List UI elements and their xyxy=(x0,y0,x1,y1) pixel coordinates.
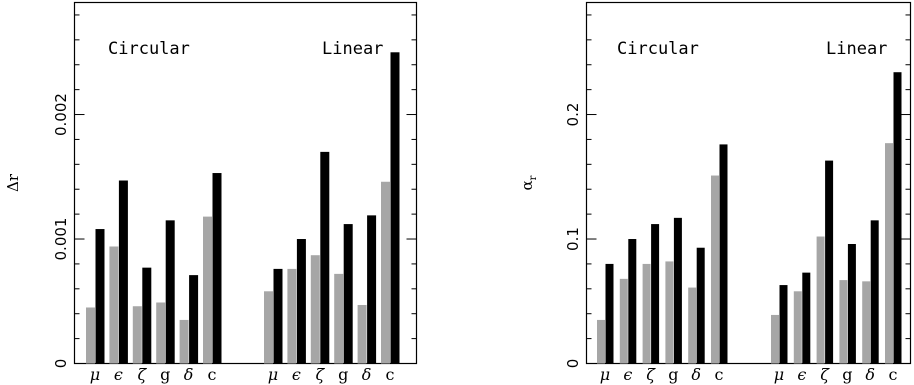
category-label: δ xyxy=(865,365,875,384)
bar-black xyxy=(696,247,705,364)
category-label: g xyxy=(338,365,348,384)
bar-gray xyxy=(310,255,320,364)
bar-gray xyxy=(357,304,367,364)
category-label: ζ xyxy=(137,365,147,384)
group-label-circular: Circular xyxy=(617,39,699,59)
bar-gray xyxy=(264,291,273,364)
category-label: ζ xyxy=(646,365,656,384)
category-label: g xyxy=(160,365,170,384)
bar-gray xyxy=(132,306,142,364)
plot-frame xyxy=(73,1,418,365)
bar-black xyxy=(651,224,660,364)
category-label: μ xyxy=(268,365,278,384)
bar-gray xyxy=(862,281,871,364)
bar-black xyxy=(628,239,637,364)
bar-gray xyxy=(711,175,719,364)
bar-black xyxy=(273,268,283,364)
category-label: ζ xyxy=(315,365,325,384)
bar-gray xyxy=(334,273,344,364)
y-axis-label-sub: r xyxy=(528,175,539,180)
bars xyxy=(597,72,902,364)
bar-gray xyxy=(642,263,651,364)
category-label: c xyxy=(715,365,724,384)
category-label: ϵ xyxy=(623,365,632,384)
y-tick-label: 0.001 xyxy=(52,218,70,261)
category-label: ϵ xyxy=(292,365,301,384)
bar-gray xyxy=(156,302,166,364)
y-axis-label-main: α xyxy=(518,180,536,190)
category-label: μ xyxy=(90,365,100,384)
bar-black xyxy=(779,285,788,364)
bar-gray xyxy=(665,261,674,364)
bar-gray xyxy=(816,236,825,364)
bar-gray xyxy=(203,216,212,364)
bar-black xyxy=(95,229,105,364)
bar-gray xyxy=(793,291,802,364)
bar-black xyxy=(189,275,199,364)
category-label: g xyxy=(842,365,852,384)
bar-black xyxy=(893,72,902,364)
bar-black xyxy=(605,263,614,364)
category-label: δ xyxy=(362,365,372,384)
bar-gray xyxy=(839,280,848,364)
bar-black xyxy=(390,52,400,364)
group-label-circular: Circular xyxy=(108,39,190,59)
bar-gray xyxy=(619,278,628,364)
bar-black xyxy=(343,224,353,364)
bar-gray xyxy=(688,287,697,364)
bar-gray xyxy=(86,307,95,364)
bar-black xyxy=(802,272,811,364)
bar-black xyxy=(825,160,834,364)
category-label: δ xyxy=(691,365,701,384)
bar-black xyxy=(118,180,128,364)
bar-black xyxy=(367,215,377,364)
bar-gray xyxy=(771,314,779,364)
category-label: g xyxy=(668,365,678,384)
bar-black xyxy=(165,220,175,364)
y-tick-label: 0 xyxy=(52,359,70,369)
plot-frame xyxy=(585,1,912,365)
category-label: c xyxy=(208,365,217,384)
bar-black xyxy=(320,151,330,364)
bar-black xyxy=(870,220,879,364)
bar-gray xyxy=(109,246,119,364)
category-label: μ xyxy=(600,365,610,384)
bar-black xyxy=(142,267,152,364)
group-label-linear: Linear xyxy=(322,39,383,59)
y-tick-label: 0.1 xyxy=(564,227,582,251)
category-label: ϵ xyxy=(797,365,806,384)
y-ticks: 0 0.1 0.2 xyxy=(564,14,911,369)
bar-gray xyxy=(381,181,390,364)
y-tick-label: 0.2 xyxy=(564,103,582,127)
y-axis-label: αr xyxy=(518,175,539,190)
category-label: c xyxy=(386,365,395,384)
category-label: δ xyxy=(184,365,194,384)
y-tick-label: 0 xyxy=(564,359,582,369)
category-label: ζ xyxy=(820,365,830,384)
bar-black xyxy=(719,144,728,364)
y-axis-label: Δr xyxy=(4,173,22,192)
group-label-linear: Linear xyxy=(826,39,887,59)
category-label: μ xyxy=(774,365,784,384)
bar-black xyxy=(212,173,222,364)
y-tick-label: 0.002 xyxy=(52,93,70,136)
bar-black xyxy=(296,239,306,364)
bar-black xyxy=(847,243,856,364)
svg-text:αr: αr xyxy=(518,175,539,190)
bar-gray xyxy=(179,319,189,364)
y-ticks: 0 0.001 0.002 xyxy=(52,14,417,369)
bar-gray xyxy=(597,319,605,364)
bar-gray xyxy=(287,268,297,364)
bar-gray xyxy=(885,143,893,364)
category-label: c xyxy=(889,365,898,384)
bar-black xyxy=(673,217,682,364)
category-label: ϵ xyxy=(114,365,123,384)
bars xyxy=(86,52,400,364)
